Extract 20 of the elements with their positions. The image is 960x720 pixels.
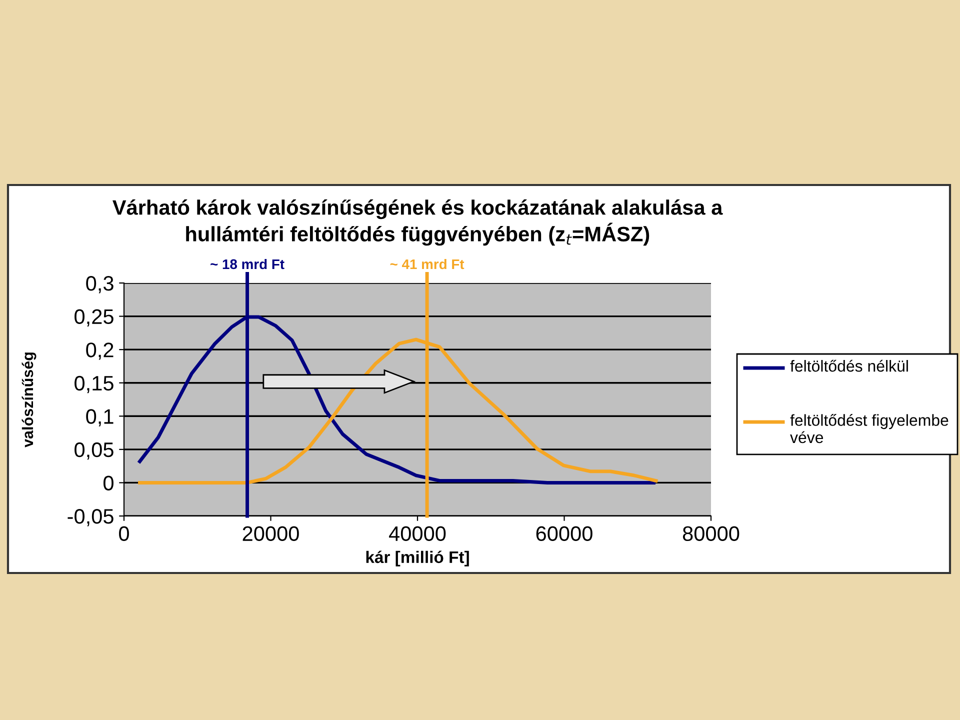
- y-axis-title: valószínűség: [22, 352, 36, 448]
- y-tick-label: 0,05: [74, 442, 114, 460]
- y-tick-label: 0,25: [74, 309, 114, 326]
- x-axis-title: kár [millió Ft]: [366, 550, 469, 566]
- y-tick-label: 0,2: [86, 342, 114, 360]
- x-tick-label: 80000: [682, 526, 740, 542]
- y-tick-label: 0,3: [86, 276, 114, 294]
- x-tick-label: 20000: [242, 526, 299, 542]
- legend-label: feltöltődést figyelembe véve: [790, 414, 948, 444]
- y-tick-label: 0,1: [86, 409, 114, 426]
- chart-title: Várható károk valószínűségének és kockázatának alakulása a hullámtéri feltöltődés függvényében (z$_{t}$=MÁSZ): [112, 199, 723, 246]
- x-tick-label: 60000: [536, 526, 592, 542]
- x-tick-label: 0: [119, 526, 129, 542]
- y-tick-label: -0,05: [68, 509, 114, 526]
- x-tick-label: 40000: [389, 526, 446, 542]
- legend-label: feltöltődés nélkül: [790, 360, 908, 372]
- y-tick-label: 0,15: [74, 376, 114, 394]
- ref-line-label: ~ 18 mrd Ft: [210, 258, 284, 270]
- y-tick-label: 0: [104, 476, 114, 490]
- ref-line-label: ~ 41 mrd Ft: [390, 258, 464, 270]
